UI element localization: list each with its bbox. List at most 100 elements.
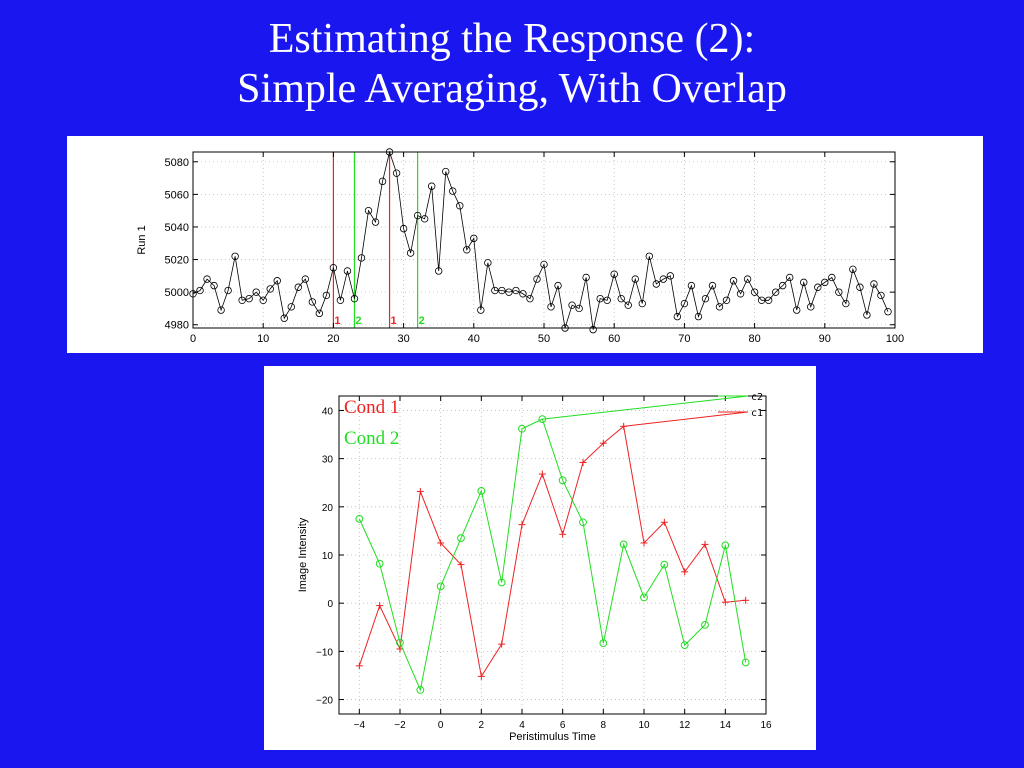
- point-c1: [681, 568, 689, 576]
- point-c1: [579, 458, 587, 466]
- run1-point: [231, 252, 239, 260]
- run1-point: [470, 234, 478, 243]
- run1-point: [828, 273, 836, 282]
- x-axis-label: Peristimulus Time: [509, 731, 596, 743]
- run1-point: [884, 308, 892, 316]
- run1-point: [456, 202, 464, 210]
- run1-point: [406, 249, 415, 257]
- y-tick-label: 10: [322, 551, 334, 562]
- run1-point: [526, 294, 534, 303]
- y-tick-label: 5000: [165, 287, 189, 299]
- x-tick-label: 16: [760, 720, 772, 731]
- run1-point: [596, 294, 604, 303]
- point-c2: [416, 686, 425, 694]
- run1-point: [491, 286, 499, 295]
- onset-label-cond1: 1: [334, 315, 340, 327]
- point-c2: [579, 518, 587, 527]
- run1-point: [442, 167, 450, 176]
- point-c1: [640, 539, 648, 547]
- bottom-grid: [339, 396, 767, 714]
- y-tick-label: 5060: [165, 189, 189, 201]
- run1-point: [287, 303, 295, 311]
- run1-point: [252, 288, 260, 296]
- point-c2: [640, 593, 648, 602]
- x-tick-label: 40: [468, 333, 480, 345]
- run1-point: [624, 301, 632, 309]
- run1-point: [687, 281, 696, 290]
- run1-point: [610, 270, 618, 278]
- run1-point: [322, 291, 331, 300]
- point-c2: [599, 639, 608, 648]
- run1-point: [266, 285, 274, 293]
- run1-point: [603, 296, 611, 304]
- point-c1: [498, 640, 506, 648]
- slide-title: Estimating the Response (2): Simple Aver…: [0, 14, 1024, 114]
- run1-point: [736, 290, 745, 298]
- top-grid: [192, 152, 896, 328]
- y-tick-label: 0: [327, 599, 333, 610]
- run1-point: [294, 283, 302, 291]
- run1-point: [371, 218, 380, 226]
- x-tick-label: −2: [394, 720, 406, 731]
- run1-point: [863, 311, 871, 319]
- point-c1: [559, 530, 567, 538]
- x-tick-label: 60: [608, 333, 620, 345]
- run1-point: [224, 286, 232, 295]
- run1-point: [582, 273, 590, 282]
- x-tick-label: 10: [638, 720, 650, 731]
- run1-point: [793, 306, 801, 314]
- run1-point: [357, 254, 366, 262]
- point-c1: [457, 561, 465, 569]
- run1-point: [238, 296, 246, 304]
- y-tick-label: 40: [322, 406, 334, 417]
- y-tick-label: −10: [316, 647, 333, 658]
- point-c2: [355, 514, 364, 523]
- run1-point: [814, 283, 822, 291]
- point-c2: [436, 582, 445, 591]
- point-c2: [396, 638, 404, 647]
- x-tick-label: 0: [190, 333, 196, 345]
- run1-point: [512, 286, 520, 295]
- x-tick-label: 50: [538, 333, 550, 345]
- run1-point: [715, 303, 724, 311]
- point-c1: [660, 518, 668, 526]
- run1-point: [568, 301, 576, 309]
- point-c1: [518, 521, 526, 529]
- onset-label-cond1: 1: [390, 315, 396, 327]
- point-c2: [375, 559, 384, 568]
- run1-point: [757, 296, 766, 304]
- y-tick-label: 5020: [165, 255, 189, 267]
- x-tick-label: 10: [257, 333, 269, 345]
- run1-point: [729, 277, 738, 285]
- series-line-c1: [358, 425, 746, 678]
- y-tick-label: 4980: [165, 320, 189, 332]
- point-c2: [558, 476, 567, 485]
- run1-point: [750, 288, 759, 296]
- run1-point: [273, 277, 281, 285]
- y-axis-label: Image Intensity: [297, 517, 309, 592]
- run1-point: [385, 148, 394, 156]
- legend-label-c2: c2: [751, 392, 763, 403]
- run1-point: [533, 275, 541, 283]
- x-tick-label: 70: [678, 333, 690, 345]
- point-c2: [680, 641, 689, 650]
- run1-point: [196, 286, 204, 295]
- leader-line-c1: [623, 411, 749, 427]
- run1-point: [189, 290, 197, 298]
- slide-title-line-1: Estimating the Response (2):: [268, 16, 756, 62]
- run1-point: [870, 280, 878, 288]
- run1-point: [638, 299, 646, 308]
- point-c2: [721, 541, 730, 550]
- y-axis-label: Run 1: [136, 225, 148, 254]
- run1-point: [484, 259, 492, 267]
- run1-point: [505, 288, 513, 296]
- run1-point: [800, 278, 808, 287]
- run1-point: [350, 294, 359, 303]
- peristimulus-panel: −4 −2 0 2 4 6 8 10 12 14 16 −20 −10 0 10 20 30 40 Peristim…: [264, 366, 816, 750]
- run1-point: [589, 325, 597, 334]
- y-tick-label: 5040: [165, 222, 189, 234]
- run1-point: [364, 206, 373, 215]
- run1-series-line: [192, 150, 889, 330]
- point-c2: [660, 560, 669, 569]
- point-c2: [518, 424, 526, 433]
